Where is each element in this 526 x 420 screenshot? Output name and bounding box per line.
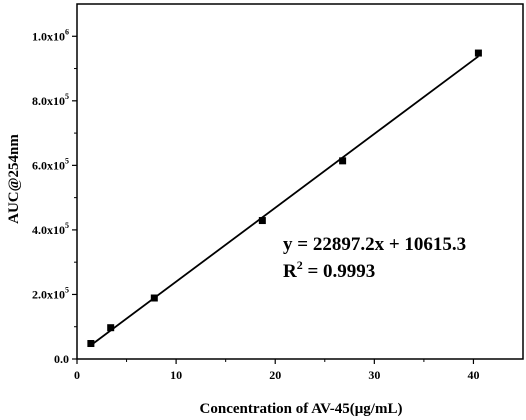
data-point — [107, 324, 115, 332]
x-tick-label: 20 — [269, 368, 281, 382]
x-tick-label: 40 — [467, 368, 479, 382]
y-tick-label: 0.0 — [54, 352, 69, 366]
regression-equation: y = 22897.2x + 10615.3 — [283, 234, 466, 255]
x-axis-title: Concentration of AV-45(μg/mL) — [200, 401, 403, 417]
x-tick-label: 30 — [368, 368, 380, 382]
y-tick-label: 6.0x105 — [32, 156, 69, 172]
x-tick-label: 0 — [74, 368, 80, 382]
y-axis-title: AUC@254nm — [6, 134, 22, 224]
r-squared-prefix: R — [283, 261, 297, 282]
r-squared-label: R2 = 0.9993 — [283, 258, 375, 282]
plot-area: 0 10 20 30 40 0.0 2.0x105 4.0x105 6.0x105 8.0x105… — [32, 3, 524, 382]
data-point — [339, 157, 347, 165]
r-squared-value: = 0.9993 — [303, 261, 376, 282]
regression-line — [90, 55, 479, 346]
data-point — [258, 217, 266, 225]
r-squared-superscript: 2 — [297, 258, 303, 272]
y-tick-label: 2.0x105 — [32, 285, 69, 301]
x-tick-label: 10 — [170, 368, 182, 382]
y-tick-label: 4.0x105 — [32, 221, 69, 237]
data-point — [474, 49, 482, 57]
data-point — [150, 294, 158, 302]
data-point — [87, 340, 95, 348]
plot-frame — [76, 3, 524, 360]
y-tick-label: 1.0x106 — [32, 27, 69, 43]
y-tick-label: 8.0x105 — [32, 92, 69, 108]
